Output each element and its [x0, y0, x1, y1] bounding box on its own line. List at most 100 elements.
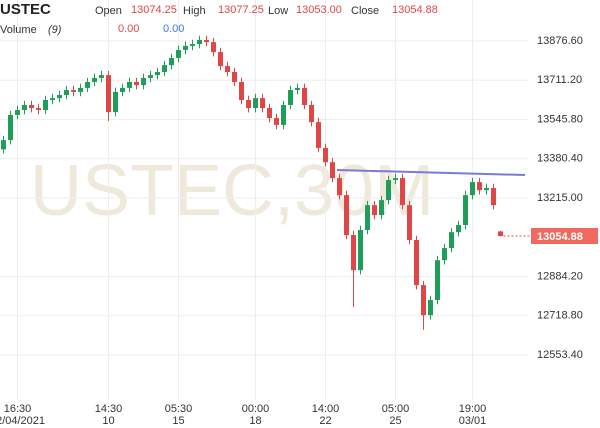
candle-body	[99, 75, 104, 78]
candle-body	[435, 260, 440, 301]
candle-body	[281, 104, 286, 125]
candle-body	[463, 195, 468, 226]
candle-body	[274, 118, 279, 125]
candle-body	[155, 72, 160, 76]
candle-body	[491, 188, 496, 206]
candle-body	[225, 66, 230, 73]
candle-body	[127, 81, 132, 88]
x-tick-sublabel: 15	[172, 415, 184, 427]
candle-body	[211, 42, 216, 53]
candle-body	[120, 87, 125, 92]
candle-body	[50, 98, 55, 101]
candle-body	[477, 182, 482, 191]
x-tick-label: 14:00	[312, 403, 340, 415]
volume-period: (9)	[48, 24, 62, 36]
candle-body	[295, 87, 300, 91]
candle-body	[484, 188, 489, 191]
candle-body	[239, 81, 244, 101]
last-price-tag	[531, 227, 598, 244]
low-label: Low	[268, 5, 288, 17]
y-tick-label: 13876.60	[537, 35, 583, 47]
candle-body	[337, 178, 342, 196]
low-value: 13053.00	[296, 4, 342, 16]
trend-line	[336, 169, 526, 176]
x-tick-sublabel: 02/04/2021	[0, 415, 45, 427]
candle-body	[323, 147, 328, 163]
candle-body	[162, 65, 167, 73]
candle-body	[204, 39, 209, 43]
candle-body	[267, 108, 272, 119]
candle-body	[421, 285, 426, 316]
candle-body	[43, 100, 48, 110]
open-label: Open	[95, 5, 122, 17]
candle-body	[176, 49, 181, 59]
candle-body	[57, 95, 62, 99]
y-tick-label: 13545.80	[537, 113, 583, 125]
volume-label: Volume	[0, 24, 37, 36]
x-tick-label: 05:30	[165, 403, 193, 415]
y-tick-label: 13711.20	[537, 74, 582, 86]
candle-body	[414, 240, 419, 286]
y-tick-label: 12553.40	[537, 349, 583, 361]
last-price-label: 13054.88	[537, 231, 583, 243]
close-label: Close	[351, 5, 379, 17]
y-tick-label: 12718.80	[537, 310, 583, 322]
candle-body	[113, 91, 118, 113]
candle-body	[183, 45, 188, 50]
candle-body	[78, 87, 83, 92]
candle-body	[1, 140, 6, 150]
candle-body	[197, 39, 202, 45]
y-tick-label: 13380.40	[537, 153, 583, 165]
grid	[0, 0, 528, 400]
candle-body	[29, 104, 34, 109]
candle-body	[92, 77, 97, 82]
candle-body	[456, 225, 461, 233]
x-tick-label: 16:30	[4, 403, 32, 415]
candle-body	[141, 77, 146, 86]
candle-body	[134, 81, 139, 86]
candle-body	[470, 182, 475, 196]
candle-body	[260, 98, 265, 109]
candle-body	[106, 75, 111, 113]
y-tick-label: 12884.20	[537, 270, 583, 282]
high-label: High	[183, 5, 206, 17]
candle-body	[372, 205, 377, 216]
x-tick-sublabel: 22	[319, 415, 331, 427]
candle-body	[15, 109, 20, 115]
candle-body	[358, 230, 363, 271]
candle-body	[316, 122, 321, 148]
close-value: 13054.88	[392, 4, 438, 16]
candle-body	[379, 200, 384, 216]
candle-body	[22, 104, 27, 110]
price-axis: 12553.40 12718.80 12884.20 13215.00 13380.40…	[503, 35, 598, 361]
candle-body	[71, 90, 76, 92]
candle-body	[351, 235, 356, 271]
candle-body	[8, 114, 13, 141]
candle-body	[428, 300, 433, 316]
x-tick-label: 14:30	[95, 403, 123, 415]
candle-body	[36, 108, 41, 110]
candle-body	[302, 87, 307, 105]
x-tick-label: 19:00	[459, 403, 487, 415]
candle-body	[365, 205, 370, 231]
candle-body	[344, 195, 349, 236]
candle-body	[232, 72, 237, 82]
x-tick-label: 00:00	[242, 403, 270, 415]
candle-body	[148, 75, 153, 78]
volume-value: 0.00	[118, 23, 139, 35]
y-tick-label: 13215.00	[537, 192, 583, 204]
candle-body	[64, 90, 69, 96]
candle-body	[386, 179, 391, 201]
candle-body	[330, 162, 335, 179]
candle-body	[400, 178, 405, 206]
symbol: USTEC	[0, 1, 51, 18]
candle-body	[393, 178, 398, 180]
candle-body	[498, 231, 503, 236]
candles	[1, 35, 503, 330]
open-value: 13074.25	[131, 4, 177, 16]
candle-body	[309, 104, 314, 123]
volume-value: 0.00	[163, 23, 184, 35]
candle-body	[442, 248, 447, 261]
candle-body	[218, 52, 223, 67]
